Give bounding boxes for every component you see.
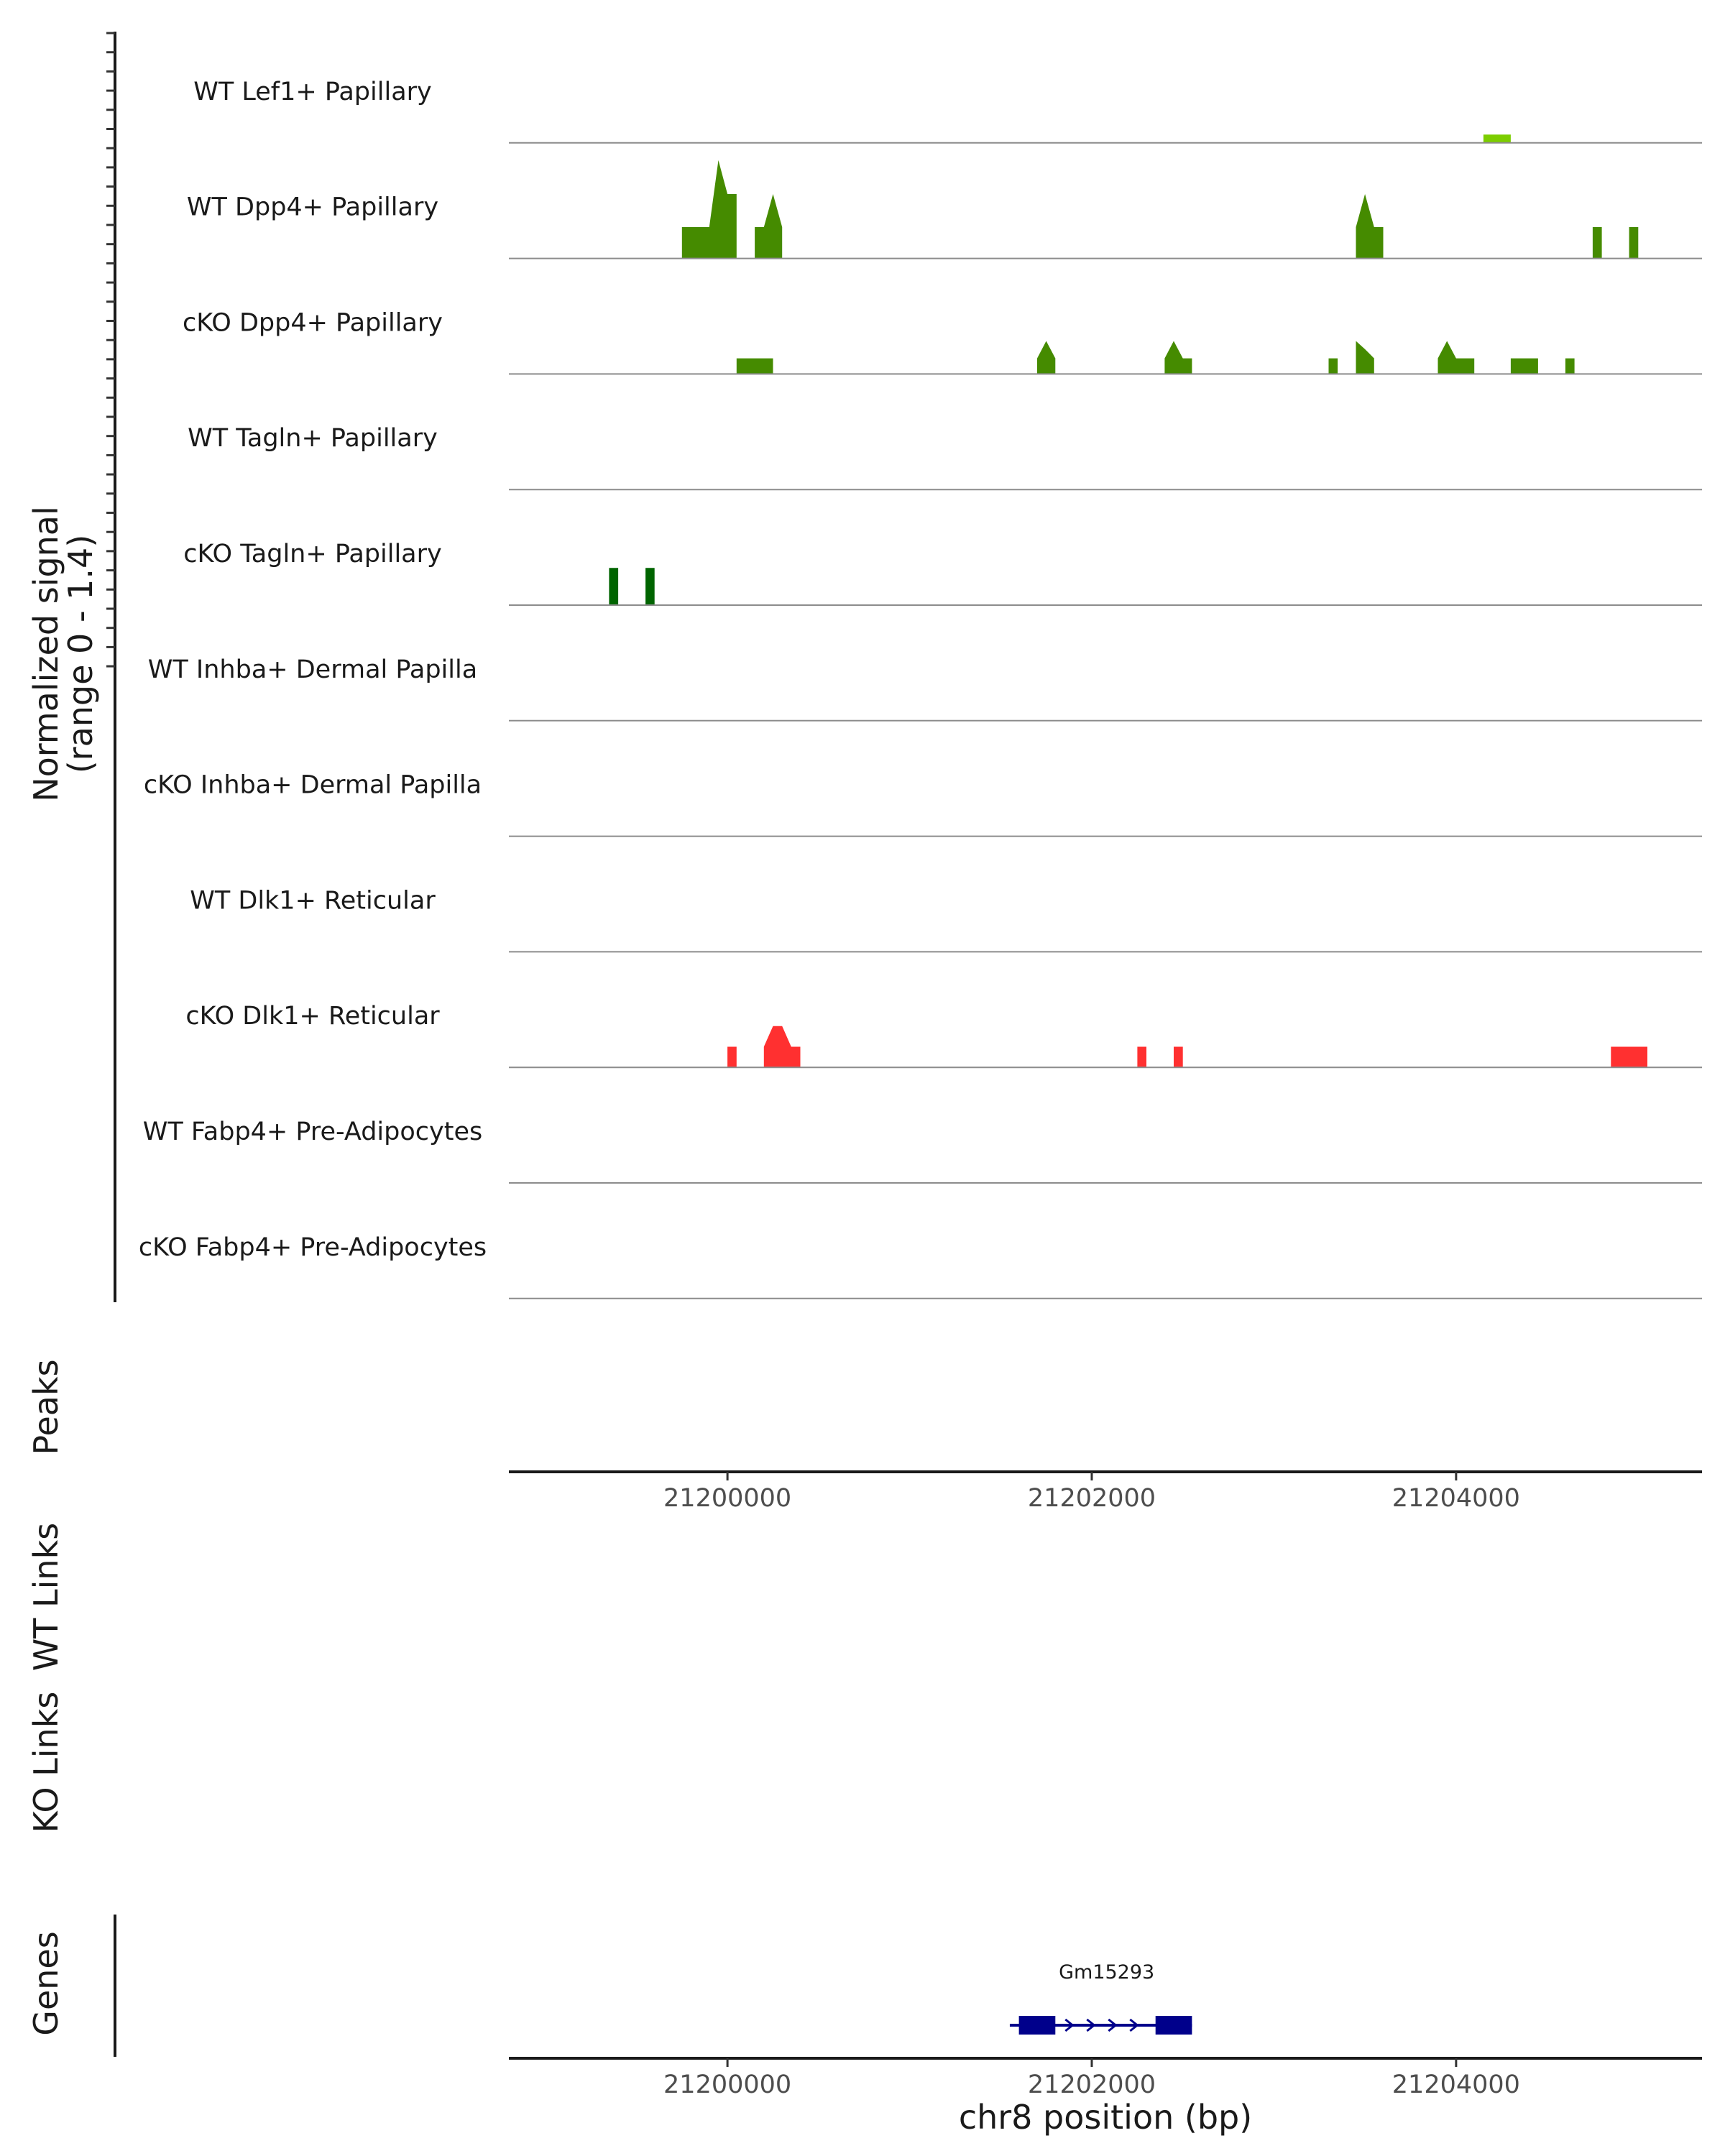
coverage-area-track-3-peak-7 [1510, 358, 1538, 374]
strand-arrow [1129, 2018, 1139, 2032]
coverage-area-track-9-peak-1 [727, 1046, 737, 1068]
coverage-area-track-1-peak-1 [1483, 134, 1511, 143]
panel-title-ko-links: KO Links [27, 1692, 65, 1833]
x-axis-title: chr8 position (bp) [959, 2098, 1252, 2137]
panel-title-peaks: Peaks [27, 1359, 65, 1455]
track-label-4: WT Tagln+ Papillary [188, 424, 438, 453]
coverage-area-track-3-peak-4 [1328, 358, 1338, 374]
coverage-area-track-3-peak-8 [1565, 358, 1575, 374]
coverage-area-track-2-peak-5 [1629, 227, 1639, 259]
coverage-area-track-5-peak-2 [645, 568, 655, 605]
coverage-area-track-9-peak-4 [1174, 1046, 1183, 1068]
track-label-10: WT Fabp4+ Pre-Adipocytes [143, 1118, 482, 1146]
coverage-area-track-9-peak-5 [1611, 1046, 1647, 1068]
strand-arrow [1064, 2018, 1075, 2032]
panel-title-genes: Genes [27, 1931, 65, 2035]
x-tick-label-upper-2: 21202000 [1028, 1484, 1156, 1513]
coverage-area-track-2-peak-3 [1356, 194, 1384, 259]
coverage-area-track-5-peak-1 [609, 568, 619, 605]
track-label-3: cKO Dpp4+ Papillary [183, 308, 443, 337]
strand-arrow [1086, 2018, 1096, 2032]
track-label-8: WT Dlk1+ Reticular [190, 886, 436, 915]
gene-exon-2 [1155, 2016, 1192, 2035]
coverage-area-track-9-peak-3 [1137, 1046, 1146, 1068]
panel-title-wt-links: WT Links [27, 1523, 65, 1671]
x-tick-label-upper-3: 21204000 [1392, 1484, 1520, 1513]
x-tick-label-upper-1: 21200000 [663, 1484, 791, 1513]
coverage-area-track-3-peak-3 [1164, 341, 1192, 374]
coverage-tracks: WT Lef1+ Papillary WT Dpp4+ Papillary cKO … [139, 78, 1702, 1299]
coverage-area-track-3-peak-1 [736, 358, 773, 374]
ylabel-signal: Normalized signal [27, 506, 65, 802]
coverage-area-track-3-peak-5 [1356, 341, 1374, 374]
x-axis-lower: 21200000 21202000 21204000 [663, 2058, 1520, 2099]
x-tick-label-lower-2: 21202000 [1028, 2070, 1156, 2099]
coverage-area-track-2-peak-1 [681, 160, 737, 259]
coverage-area-track-3-peak-2 [1037, 341, 1056, 374]
track-label-5: cKO Tagln+ Papillary [183, 540, 442, 568]
x-tick-label-lower-1: 21200000 [663, 2070, 791, 2099]
track-label-1: WT Lef1+ Papillary [193, 78, 432, 106]
x-tick-label-lower-3: 21204000 [1392, 2070, 1520, 2099]
track-label-7: cKO Inhba+ Dermal Papilla [144, 771, 482, 800]
coverage-area-track-2-peak-2 [755, 194, 783, 259]
gene-name-label: Gm15293 [1059, 1961, 1154, 1984]
coverage-area-track-3-peak-6 [1438, 341, 1475, 374]
strand-arrow [1108, 2018, 1118, 2032]
coverage-area-track-2-peak-4 [1592, 227, 1602, 259]
track-label-11: cKO Fabp4+ Pre-Adipocytes [139, 1233, 487, 1262]
ylabel-range: (range 0 - 1.4) [61, 535, 100, 774]
track-label-9: cKO Dlk1+ Reticular [185, 1002, 440, 1031]
track-label-6: WT Inhba+ Dermal Papilla [148, 655, 477, 684]
track-label-2: WT Dpp4+ Papillary [187, 193, 438, 222]
coverage-area-track-9-peak-2 [763, 1026, 801, 1068]
gene-exon-1 [1018, 2016, 1056, 2035]
x-axis-upper: 21200000 21202000 21204000 [663, 1472, 1520, 1513]
coverage-y-ticks [106, 32, 115, 668]
gene-model: Gm15293 [1009, 1961, 1192, 2035]
